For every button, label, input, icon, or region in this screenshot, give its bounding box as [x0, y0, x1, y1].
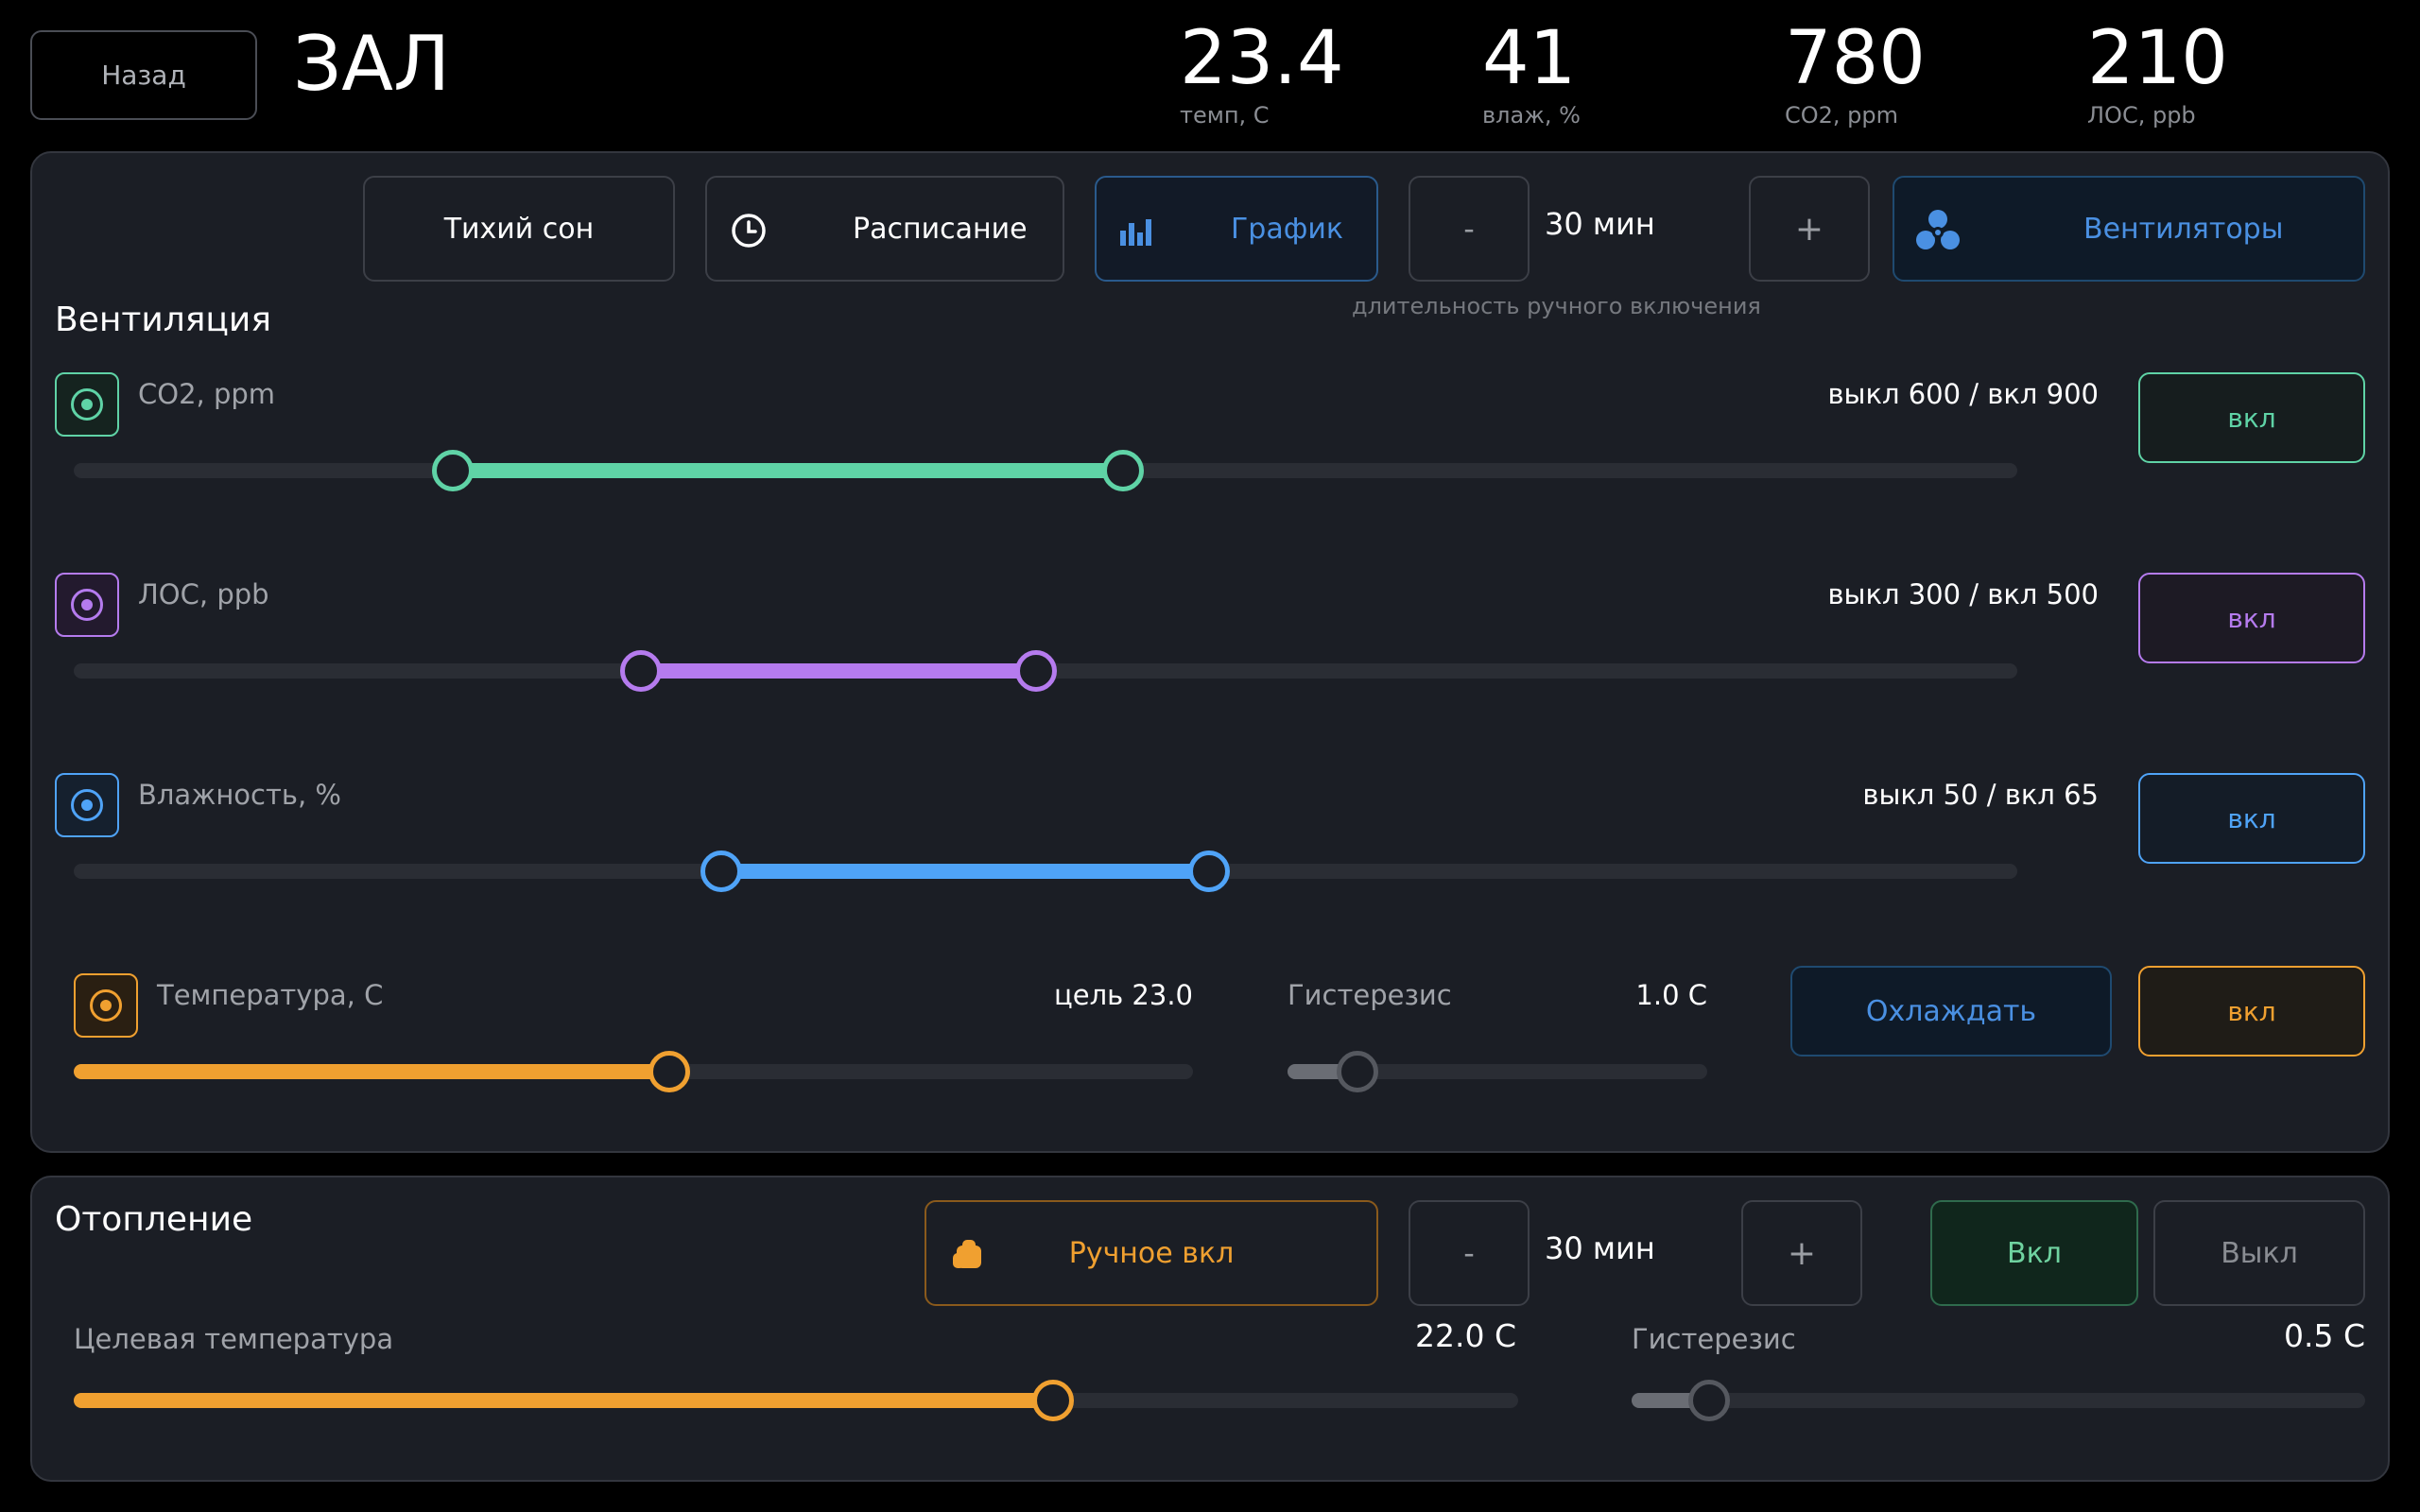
co2-high-handle[interactable] [1102, 450, 1145, 491]
humidity-high-handle[interactable] [1187, 850, 1230, 892]
fans-button[interactable]: Вентиляторы [1893, 176, 2365, 282]
heating-hysteresis-label: Гистерезис [1632, 1323, 1796, 1355]
duration-minus-button[interactable]: - [1409, 176, 1530, 282]
clock-icon [730, 212, 768, 249]
humidity-range-fill [720, 864, 1209, 879]
metric-co2-label: CO2, ppm [1785, 101, 1899, 129]
humidity-toggle-button[interactable]: вкл [2138, 773, 2365, 864]
temperature-target-fill [74, 1064, 669, 1079]
heating-off-label: Выкл [2221, 1236, 2298, 1270]
manual-on-label: Ручное вкл [1068, 1236, 1235, 1270]
metric-co2: 780 CO2, ppm [1785, 16, 1926, 129]
humidity-range-text: выкл 50 / вкл 65 [1862, 779, 2099, 811]
schedule-button[interactable]: Расписание [705, 176, 1064, 282]
voc-high-handle[interactable] [1014, 650, 1057, 692]
duration-value: 30 мин [1545, 206, 1655, 242]
metric-temperature-label: темп, С [1180, 101, 1270, 129]
voc-sensor-icon[interactable] [55, 573, 119, 637]
voc-toggle-label: вкл [2227, 602, 2276, 634]
heating-hysteresis-value: 0.5 С [2283, 1317, 2365, 1354]
heating-minus-label: - [1463, 1235, 1475, 1271]
heating-target-value: 22.0 С [1414, 1317, 1516, 1354]
manual-on-button[interactable]: Ручное вкл [925, 1200, 1378, 1306]
temperature-sensor-icon[interactable] [74, 973, 138, 1038]
humidity-toggle-label: вкл [2227, 802, 2276, 834]
humidity-sensor-icon[interactable] [55, 773, 119, 837]
co2-range-fill [452, 463, 1124, 478]
heating-target-fill [74, 1393, 1053, 1408]
metric-humidity: 41 влаж, % [1482, 16, 1581, 129]
co2-toggle-button[interactable]: вкл [2138, 372, 2365, 463]
bar-chart-icon [1119, 214, 1157, 248]
quiet-sleep-button[interactable]: Тихий сон [363, 176, 675, 282]
temperature-target-text: цель 23.0 [1054, 979, 1193, 1011]
hand-icon [949, 1236, 987, 1274]
heating-plus-label: + [1787, 1233, 1817, 1273]
metric-voc-value: 210 [2087, 16, 2228, 101]
schedule-label: Расписание [853, 212, 1028, 246]
voc-range-text: выкл 300 / вкл 500 [1827, 578, 2099, 610]
heating-on-button[interactable]: Вкл [1930, 1200, 2138, 1306]
metric-voc: 210 ЛОС, ppb [2087, 16, 2228, 129]
metric-temperature: 23.4 темп, С [1180, 16, 1344, 129]
ventilation-hysteresis-handle[interactable] [1336, 1051, 1378, 1092]
heating-hysteresis-slider[interactable] [1632, 1393, 2365, 1408]
ventilation-hysteresis-slider[interactable] [1288, 1064, 1707, 1079]
co2-low-handle[interactable] [431, 450, 474, 491]
metric-humidity-value: 41 [1482, 16, 1577, 101]
co2-sensor-icon[interactable] [55, 372, 119, 437]
back-button-label: Назад [101, 60, 186, 91]
heating-duration-value: 30 мин [1545, 1230, 1655, 1266]
heating-title: Отопление [55, 1200, 253, 1239]
humidity-sensor-name: Влажность, % [138, 779, 341, 811]
cooling-mode-button[interactable]: Охлаждать [1790, 966, 2112, 1057]
temperature-target-handle[interactable] [648, 1051, 690, 1092]
duration-plus-button[interactable]: + [1749, 176, 1870, 282]
voc-sensor-name: ЛОС, ppb [138, 578, 269, 610]
heating-off-button[interactable]: Выкл [2153, 1200, 2365, 1306]
temperature-toggle-label: вкл [2227, 995, 2276, 1027]
fans-label: Вентиляторы [2083, 212, 2284, 246]
heating-target-handle[interactable] [1031, 1380, 1074, 1421]
co2-range-text: выкл 600 / вкл 900 [1827, 378, 2099, 410]
fan-icon [1913, 206, 1962, 255]
temperature-sensor-name: Температура, С [157, 979, 384, 1011]
chart-button[interactable]: График [1095, 176, 1378, 282]
heating-duration-minus-button[interactable]: - [1409, 1200, 1530, 1306]
co2-sensor-name: CO2, ppm [138, 378, 276, 410]
temperature-toggle-button[interactable]: вкл [2138, 966, 2365, 1057]
voc-low-handle[interactable] [620, 650, 663, 692]
voc-range-fill [641, 663, 1036, 679]
metric-co2-value: 780 [1785, 16, 1926, 101]
heating-duration-plus-button[interactable]: + [1741, 1200, 1862, 1306]
minus-label: - [1463, 211, 1475, 247]
metric-humidity-label: влаж, % [1482, 101, 1581, 129]
ventilation-hysteresis-label: Гистерезис [1288, 979, 1452, 1011]
co2-toggle-label: вкл [2227, 402, 2276, 434]
ventilation-title: Вентиляция [55, 301, 271, 339]
room-title: ЗАЛ [293, 20, 451, 108]
humidity-low-handle[interactable] [700, 850, 742, 892]
back-button[interactable]: Назад [30, 30, 257, 120]
cooling-mode-label: Охлаждать [1865, 994, 2037, 1028]
duration-caption: длительность ручного включения [1352, 293, 1761, 319]
heating-hysteresis-handle[interactable] [1688, 1380, 1731, 1421]
heating-target-label: Целевая температура [74, 1323, 394, 1355]
metric-temperature-value: 23.4 [1180, 16, 1344, 101]
heating-on-label: Вкл [2007, 1236, 2062, 1270]
metric-voc-label: ЛОС, ppb [2087, 101, 2196, 129]
quiet-sleep-label: Тихий сон [443, 212, 595, 246]
plus-label: + [1794, 209, 1824, 249]
chart-label: График [1231, 212, 1343, 246]
voc-toggle-button[interactable]: вкл [2138, 573, 2365, 663]
ventilation-hysteresis-value: 1.0 С [1635, 979, 1707, 1011]
